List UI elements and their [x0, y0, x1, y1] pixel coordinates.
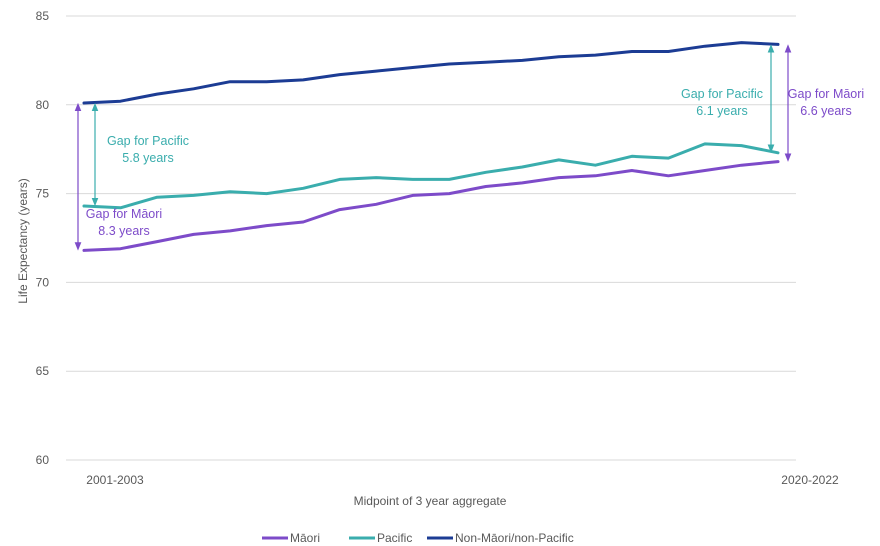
x-axis-label: Midpoint of 3 year aggregate — [354, 494, 507, 508]
x-axis-ticks: 2001-2003 2020-2022 — [86, 473, 839, 487]
y-tick-label: 65 — [36, 364, 50, 378]
legend: Māori Pacific Non-Māori/non-Pacific — [262, 531, 574, 545]
gridlines — [66, 15, 796, 461]
y-tick-label: 60 — [36, 453, 50, 467]
x-tick-label: 2020-2022 — [781, 473, 839, 487]
legend-label: Pacific — [377, 531, 412, 545]
y-axis-label: Life Expectancy (years) — [16, 178, 30, 303]
legend-label: Non-Māori/non-Pacific — [455, 531, 574, 545]
series-line — [82, 142, 780, 210]
gap-annotation-label: 8.3 years — [98, 224, 149, 238]
y-tick-label: 80 — [36, 98, 50, 112]
gap-annotations: Gap for Pacific 5.8 years Gap for Māori 8.3… — [74, 44, 864, 251]
y-tick-label: 70 — [36, 275, 50, 289]
series-line — [82, 160, 780, 252]
gap-annotation-label: Gap for Pacific — [107, 134, 189, 148]
gap-annotation-label: Gap for Pacific — [681, 87, 763, 101]
gap-annotation-label: 5.8 years — [122, 151, 173, 165]
y-tick-label: 75 — [36, 187, 50, 201]
gap-annotation-label: 6.1 years — [696, 104, 747, 118]
series-line — [82, 41, 780, 105]
series-lines — [82, 41, 780, 252]
gap-annotation-label: Gap for Māori — [788, 87, 864, 101]
y-tick-label: 85 — [36, 9, 50, 23]
legend-label: Māori — [290, 531, 320, 545]
y-axis-ticks: 60 65 70 75 80 85 — [36, 9, 50, 467]
gap-annotation-label: 6.6 years — [800, 104, 851, 118]
x-tick-label: 2001-2003 — [86, 473, 144, 487]
gap-annotation-label: Gap for Māori — [86, 207, 162, 221]
